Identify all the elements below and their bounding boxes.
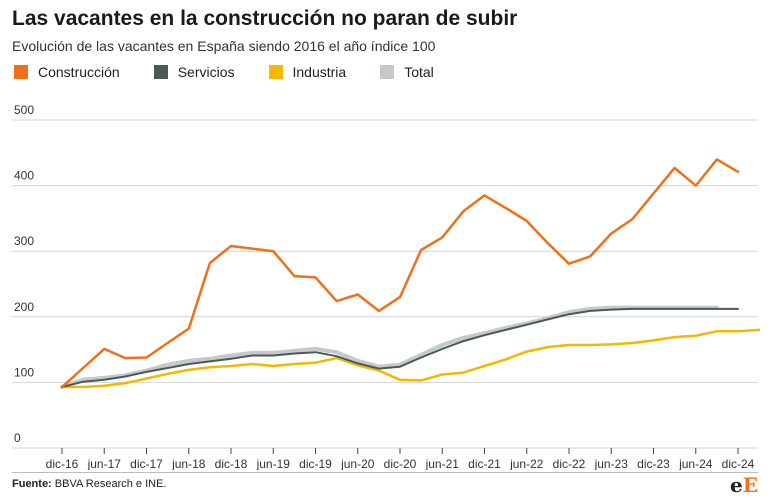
legend-item-construccion[interactable]: Construcción <box>14 64 120 80</box>
series-lines <box>60 158 761 389</box>
x-tick-label-jun-23: jun-23 <box>594 457 629 470</box>
legend-swatch-total <box>380 65 395 79</box>
source-note: Fuente: BBVA Research e INE. <box>12 478 166 490</box>
logo-cap: E <box>742 473 758 497</box>
x-axis-tick-labels: dic-16 jun-17 dic-17 jun-18 dic-18 jun-19 dic-… <box>46 457 755 470</box>
y-tick-label-200: 200 <box>14 300 34 314</box>
legend-item-total[interactable]: Total <box>380 64 434 80</box>
line-chart: 0 100 200 300 400 500 dic-16 jun-17 dic-17 jun-1… <box>12 103 761 470</box>
legend-label-industria: Industria <box>292 64 347 80</box>
y-axis-tick-labels: 0 100 200 300 400 500 <box>14 103 34 445</box>
series-line-servicios[interactable] <box>61 307 739 388</box>
legend-label-construccion: Construcción <box>38 64 120 80</box>
source-label: Fuente: <box>12 478 52 490</box>
legend-item-industria[interactable]: Industria <box>268 64 347 80</box>
y-tick-label-400: 400 <box>14 169 34 183</box>
x-tick-label-jun-21: jun-21 <box>425 457 460 470</box>
x-tick-label-dic-23: dic-23 <box>637 457 670 470</box>
chart-legend: Construcción Servicios Industria Total <box>14 64 468 80</box>
x-tick-label-dic-24: dic-24 <box>722 457 755 470</box>
legend-swatch-construccion <box>14 65 28 79</box>
legend-label-servicios: Servicios <box>177 64 235 80</box>
x-tick-label-dic-20: dic-20 <box>384 457 417 470</box>
series-line-industria[interactable] <box>60 328 761 389</box>
legend-label-total: Total <box>404 64 434 80</box>
x-tick-label-jun-20: jun-20 <box>340 457 375 470</box>
x-tick-label-dic-21: dic-21 <box>468 457 501 470</box>
chart-subtitle: Evolución de las vacantes en España sien… <box>12 38 436 54</box>
y-tick-label-300: 300 <box>14 234 34 248</box>
x-tick-label-jun-19: jun-19 <box>256 457 291 470</box>
source-text: BBVA Research e INE. <box>54 478 167 490</box>
chart-title: Las vacantes en la construcción no paran… <box>12 7 518 30</box>
legend-swatch-industria <box>268 65 283 79</box>
x-tick-label-dic-16: dic-16 <box>46 457 79 470</box>
x-tick-label-jun-17: jun-17 <box>87 457 122 470</box>
x-tick-label-dic-17: dic-17 <box>130 457 163 470</box>
series-line-total[interactable] <box>60 305 719 389</box>
x-tick-label-jun-24: jun-24 <box>678 457 713 470</box>
x-tick-label-dic-18: dic-18 <box>215 457 248 470</box>
x-tick-label-dic-19: dic-19 <box>299 457 332 470</box>
grid-lines <box>12 119 758 454</box>
logo-small: e <box>730 473 743 497</box>
x-tick-label-jun-22: jun-22 <box>509 457 544 470</box>
y-tick-label-500: 500 <box>14 103 34 117</box>
series-line-construccion[interactable] <box>60 158 740 389</box>
publisher-logo[interactable]: eE <box>730 473 758 497</box>
x-tick-label-dic-22: dic-22 <box>553 457 586 470</box>
legend-item-servicios[interactable]: Servicios <box>153 64 235 80</box>
y-tick-label-100: 100 <box>14 365 34 379</box>
legend-swatch-servicios <box>153 65 168 79</box>
footer-divider <box>12 472 758 473</box>
y-tick-label-0: 0 <box>14 431 21 445</box>
x-tick-label-jun-18: jun-18 <box>171 457 206 470</box>
